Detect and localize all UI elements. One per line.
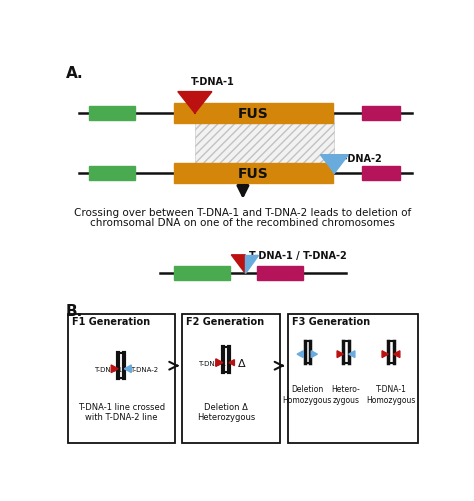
Text: B.: B. — [65, 303, 82, 318]
Polygon shape — [229, 360, 235, 366]
Polygon shape — [124, 365, 131, 373]
Text: T-DNA-1 / T-DNA-2: T-DNA-1 / T-DNA-2 — [249, 250, 347, 261]
Polygon shape — [297, 351, 303, 358]
Polygon shape — [337, 351, 343, 358]
Text: T-DNA-2: T-DNA-2 — [130, 366, 158, 372]
Text: Crossing over between T-DNA-1 and T-DNA-2 leads to deletion of: Crossing over between T-DNA-1 and T-DNA-… — [74, 208, 411, 217]
Polygon shape — [349, 351, 355, 358]
Text: F1 Generation: F1 Generation — [72, 317, 150, 327]
Polygon shape — [382, 351, 388, 358]
Bar — [257, 267, 303, 281]
Bar — [174, 104, 333, 124]
Text: FUS: FUS — [237, 167, 268, 181]
FancyBboxPatch shape — [68, 315, 175, 443]
Polygon shape — [111, 365, 118, 373]
Polygon shape — [245, 256, 258, 274]
Polygon shape — [311, 351, 318, 358]
Bar — [174, 267, 230, 281]
Bar — [362, 167, 400, 181]
Text: chromsomal DNA on one of the recombined chromosomes: chromsomal DNA on one of the recombined … — [91, 217, 395, 227]
Polygon shape — [320, 155, 348, 174]
Polygon shape — [216, 359, 223, 367]
Bar — [174, 164, 333, 184]
Text: FUS: FUS — [237, 107, 268, 121]
FancyBboxPatch shape — [182, 315, 280, 443]
Polygon shape — [195, 114, 334, 174]
Text: Hetero-
zygous: Hetero- zygous — [332, 384, 360, 404]
Text: Deletion Δ
Heterozygous: Deletion Δ Heterozygous — [197, 402, 255, 421]
Text: T-DNA-1: T-DNA-1 — [191, 77, 235, 87]
Text: F3 Generation: F3 Generation — [292, 317, 370, 327]
Text: Deletion
Homozygous: Deletion Homozygous — [283, 384, 332, 404]
Bar — [362, 107, 400, 121]
Polygon shape — [231, 256, 245, 274]
Text: T-DNA-1 line crossed
with T-DNA-2 line: T-DNA-1 line crossed with T-DNA-2 line — [78, 402, 165, 421]
Text: Δ: Δ — [237, 358, 245, 368]
Bar — [89, 107, 135, 121]
Text: T-DNA-2: T-DNA-2 — [339, 154, 383, 164]
Polygon shape — [394, 351, 400, 358]
Text: A.: A. — [65, 66, 83, 81]
Text: T-DNA-1
Homozygous: T-DNA-1 Homozygous — [366, 384, 416, 404]
Text: T-DNA-1: T-DNA-1 — [94, 366, 122, 372]
Text: T-DNA-1: T-DNA-1 — [199, 360, 227, 366]
FancyBboxPatch shape — [288, 315, 418, 443]
Text: F2 Generation: F2 Generation — [186, 317, 264, 327]
Polygon shape — [178, 92, 212, 114]
Bar — [89, 167, 135, 181]
